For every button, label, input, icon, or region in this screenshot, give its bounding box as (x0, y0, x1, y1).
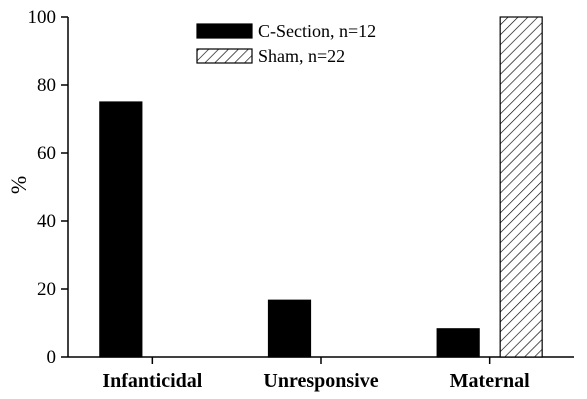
legend-label: Sham, n=22 (258, 46, 345, 66)
bar (267, 299, 312, 358)
bar (499, 16, 543, 358)
y-tick-label: 0 (47, 347, 57, 368)
bar (436, 328, 480, 358)
bars (99, 16, 543, 358)
legend-label: C-Section, n=12 (258, 21, 376, 41)
y-tick-label: 40 (37, 211, 56, 232)
y-tick-label: 100 (28, 7, 57, 28)
category-label: Unresponsive (263, 370, 378, 392)
y-axis-title: % (6, 176, 31, 194)
bar (99, 101, 143, 358)
y-axis: 0 20 40 60 80 100 (28, 7, 69, 368)
legend-swatch (196, 23, 253, 39)
y-tick-label: 80 (37, 75, 56, 96)
category-labels: Infanticidal Unresponsive Maternal (102, 370, 530, 392)
y-tick-label: 60 (37, 143, 56, 164)
legend-swatch (196, 48, 253, 64)
category-label: Maternal (450, 370, 530, 392)
y-tick-label: 20 (37, 279, 56, 300)
legend: C-Section, n=12 Sham, n=22 (196, 21, 376, 66)
category-label: Infanticidal (102, 370, 202, 392)
x-axis (68, 356, 574, 364)
